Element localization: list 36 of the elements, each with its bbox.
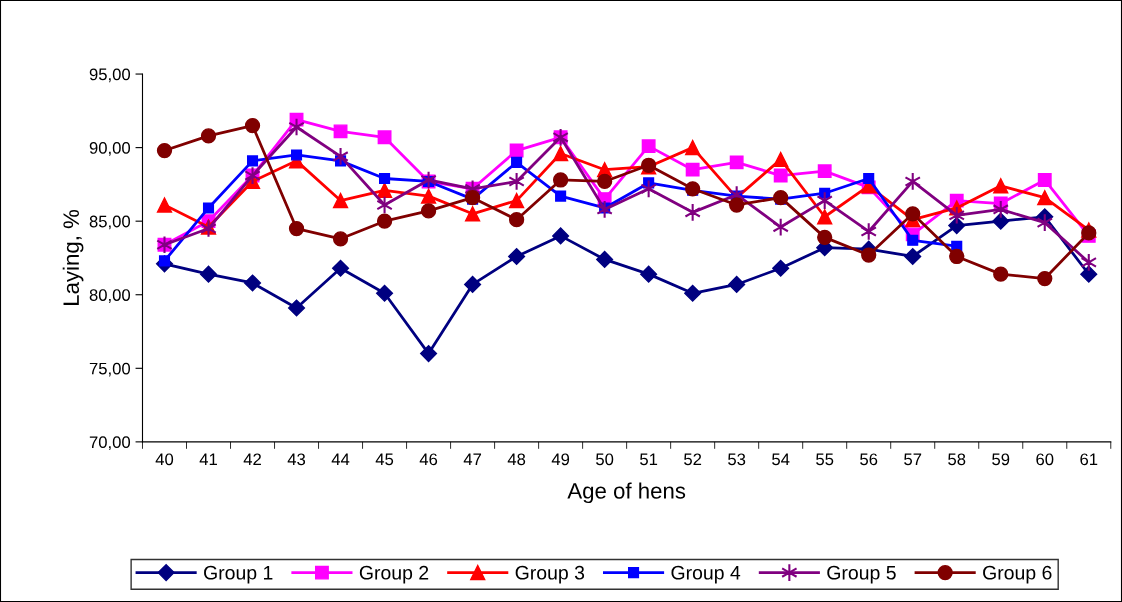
y-tick-label: 95,00 [89,68,131,83]
x-tick-label: 58 [948,453,966,466]
y-axis-title: Laying, % [62,209,84,305]
x-tick-label: 55 [816,453,834,466]
legend-label: Group 6 [983,565,1052,584]
x-tick-label: 49 [551,453,570,466]
x-axis-title: Age of hens [567,482,686,504]
x-tick-label: 59 [992,453,1010,466]
y-tick-label: 70,00 [89,436,131,451]
x-tick-label: 42 [243,453,261,466]
x-tick-label: 61 [1080,453,1098,466]
legend-label: Group 4 [671,565,741,584]
x-tick-label: 41 [199,453,217,466]
x-tick-label: 40 [155,453,174,466]
x-tick-label: 48 [507,453,526,466]
y-tick-label: 85,00 [89,215,131,230]
y-tick-label: 80,00 [89,289,131,303]
legend-label: Group 1 [204,565,273,584]
legend-label: Group 3 [515,565,585,584]
x-tick-label: 43 [287,453,306,466]
x-tick-label: 51 [640,453,658,466]
x-tick-label: 54 [772,453,790,466]
x-tick-label: 56 [860,453,878,466]
legend-label: Group 5 [827,565,896,584]
x-tick-label: 57 [904,453,922,466]
x-tick-label: 46 [419,453,438,466]
x-tick-label: 45 [375,453,394,466]
x-tick-label: 52 [684,453,702,466]
legend-label: Group 2 [359,565,429,584]
x-tick-label: 50 [596,453,614,466]
x-tick-label: 44 [331,453,350,466]
x-tick-label: 53 [728,453,746,466]
x-tick-label: 60 [1036,453,1054,466]
y-tick-label: 75,00 [89,362,131,377]
x-tick-label: 47 [463,453,482,466]
y-tick-label: 90,00 [89,142,131,156]
